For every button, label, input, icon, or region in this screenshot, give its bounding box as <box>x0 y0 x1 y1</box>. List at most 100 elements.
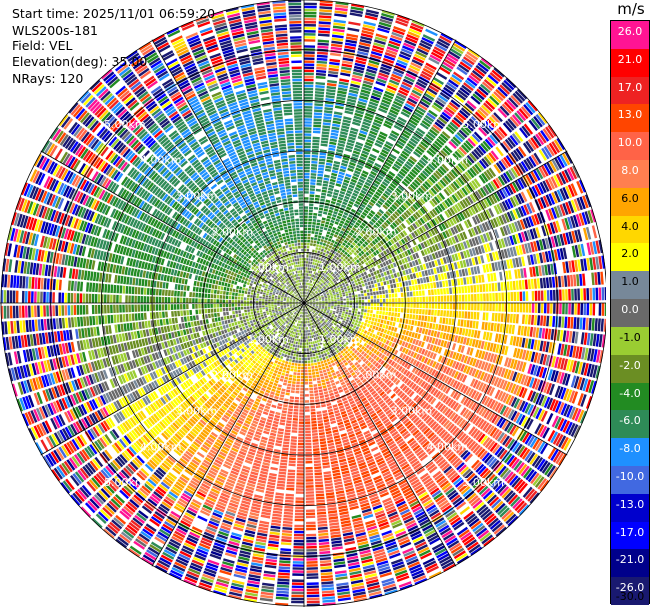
velocity-cell <box>521 125 531 137</box>
velocity-cell <box>339 308 343 311</box>
velocity-cell <box>332 226 337 231</box>
velocity-cell <box>335 380 340 385</box>
velocity-cell <box>427 269 432 276</box>
velocity-cell <box>496 323 500 332</box>
velocity-cell <box>408 28 422 36</box>
velocity-cell <box>362 24 376 30</box>
velocity-cell <box>312 249 315 253</box>
velocity-cell <box>431 218 438 226</box>
velocity-cell <box>361 86 372 92</box>
velocity-cell <box>305 294 307 298</box>
velocity-cell <box>460 144 470 153</box>
velocity-cell <box>341 315 344 318</box>
velocity-cell <box>443 221 450 229</box>
velocity-cell <box>329 58 341 63</box>
velocity-cell <box>334 288 338 291</box>
velocity-cell <box>338 312 342 315</box>
velocity-cell <box>346 190 353 195</box>
velocity-cell <box>339 283 343 287</box>
velocity-cell <box>416 278 421 284</box>
velocity-cell <box>458 294 462 302</box>
velocity-cell <box>375 314 379 318</box>
velocity-cell <box>402 165 410 173</box>
velocity-cell <box>322 280 325 284</box>
velocity-cell <box>392 262 397 268</box>
velocity-cell <box>313 112 323 116</box>
velocity-cell <box>353 256 358 261</box>
velocity-cell <box>304 264 306 267</box>
velocity-cell <box>363 184 370 190</box>
velocity-cell <box>421 170 430 178</box>
velocity-cell <box>335 291 339 295</box>
velocity-cell <box>548 277 553 288</box>
velocity-cell <box>316 57 328 61</box>
velocity-cell <box>365 206 371 212</box>
velocity-cell <box>370 247 375 253</box>
velocity-cell <box>455 165 463 174</box>
velocity-cell <box>457 177 465 186</box>
velocity-cell <box>446 104 457 113</box>
velocity-cell <box>307 242 310 246</box>
velocity-cell <box>312 274 315 278</box>
velocity-cell <box>361 328 365 333</box>
velocity-cell <box>330 295 334 298</box>
velocity-cell <box>430 282 434 289</box>
velocity-cell <box>397 287 401 293</box>
velocity-cell <box>355 275 359 280</box>
velocity-cell <box>304 297 306 301</box>
velocity-cell <box>417 78 428 86</box>
velocity-cell <box>325 91 336 96</box>
velocity-cell <box>417 45 430 53</box>
velocity-cell <box>308 273 310 277</box>
velocity-cell <box>312 298 315 300</box>
velocity-cell <box>436 119 446 127</box>
velocity-cell <box>450 169 459 178</box>
velocity-cell <box>411 332 415 338</box>
velocity-cell <box>462 199 469 208</box>
velocity-cell <box>353 286 357 290</box>
velocity-cell <box>326 218 331 222</box>
velocity-cell <box>355 167 362 172</box>
velocity-cell <box>314 290 317 293</box>
velocity-cell <box>503 156 512 167</box>
velocity-cell <box>473 284 477 293</box>
velocity-cell <box>493 163 502 174</box>
velocity-cell <box>391 268 396 274</box>
velocity-cell <box>409 183 417 191</box>
velocity-cell <box>501 103 512 114</box>
velocity-cell <box>483 102 494 113</box>
velocity-cell <box>371 92 382 98</box>
velocity-cell <box>326 261 330 265</box>
velocity-cell <box>393 178 401 184</box>
velocity-cell <box>326 285 329 288</box>
velocity-cell <box>304 87 314 91</box>
velocity-cell <box>481 172 489 183</box>
velocity-cell <box>323 208 329 212</box>
velocity-cell <box>343 48 356 53</box>
velocity-cell <box>371 124 381 131</box>
velocity-cell <box>327 361 331 365</box>
velocity-cell <box>371 317 375 322</box>
velocity-cell <box>562 152 571 166</box>
velocity-cell <box>457 163 466 172</box>
velocity-cell <box>434 296 438 302</box>
velocity-cell <box>411 232 417 239</box>
velocity-cell <box>342 224 348 229</box>
velocity-cell <box>319 226 324 230</box>
velocity-cell <box>365 233 370 238</box>
velocity-cell <box>362 170 369 176</box>
velocity-cell <box>525 102 536 114</box>
velocity-cell <box>349 86 360 92</box>
velocity-cell <box>312 292 315 295</box>
velocity-cell <box>504 186 512 197</box>
velocity-cell <box>348 251 353 256</box>
velocity-cell <box>353 288 357 292</box>
velocity-cell <box>316 241 320 245</box>
velocity-cell <box>485 196 493 207</box>
velocity-cell <box>458 188 466 198</box>
velocity-cell <box>352 277 356 281</box>
velocity-cell <box>386 270 390 275</box>
velocity-cell <box>362 235 368 241</box>
velocity-cell <box>416 303 419 308</box>
velocity-cell <box>383 320 387 325</box>
